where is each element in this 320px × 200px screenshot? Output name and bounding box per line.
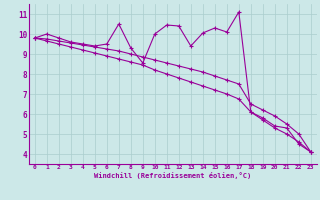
X-axis label: Windchill (Refroidissement éolien,°C): Windchill (Refroidissement éolien,°C)	[94, 172, 252, 179]
